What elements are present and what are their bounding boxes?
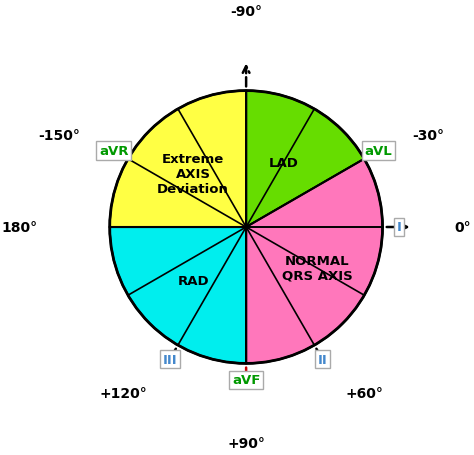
- Wedge shape: [246, 159, 383, 364]
- Text: 180°: 180°: [1, 221, 37, 234]
- Text: +90°: +90°: [227, 436, 265, 450]
- Text: II: II: [318, 353, 328, 366]
- Text: aVL: aVL: [365, 145, 392, 158]
- Text: -150°: -150°: [38, 129, 80, 142]
- Text: NORMAL
QRS AXIS: NORMAL QRS AXIS: [282, 254, 352, 282]
- Text: aVF: aVF: [232, 374, 260, 386]
- Text: +120°: +120°: [100, 386, 147, 400]
- Text: III: III: [163, 353, 177, 366]
- Text: +60°: +60°: [345, 386, 383, 400]
- Text: 0°: 0°: [455, 221, 472, 234]
- Text: I: I: [396, 221, 401, 234]
- Wedge shape: [109, 91, 246, 228]
- Text: RAD: RAD: [177, 274, 209, 287]
- Text: Extreme
AXIS
Deviation: Extreme AXIS Deviation: [157, 153, 229, 196]
- Text: -90°: -90°: [230, 5, 262, 19]
- Wedge shape: [109, 228, 246, 364]
- Wedge shape: [246, 91, 364, 228]
- Text: LAD: LAD: [269, 156, 299, 169]
- Text: -30°: -30°: [412, 129, 445, 142]
- Text: aVR: aVR: [99, 145, 128, 158]
